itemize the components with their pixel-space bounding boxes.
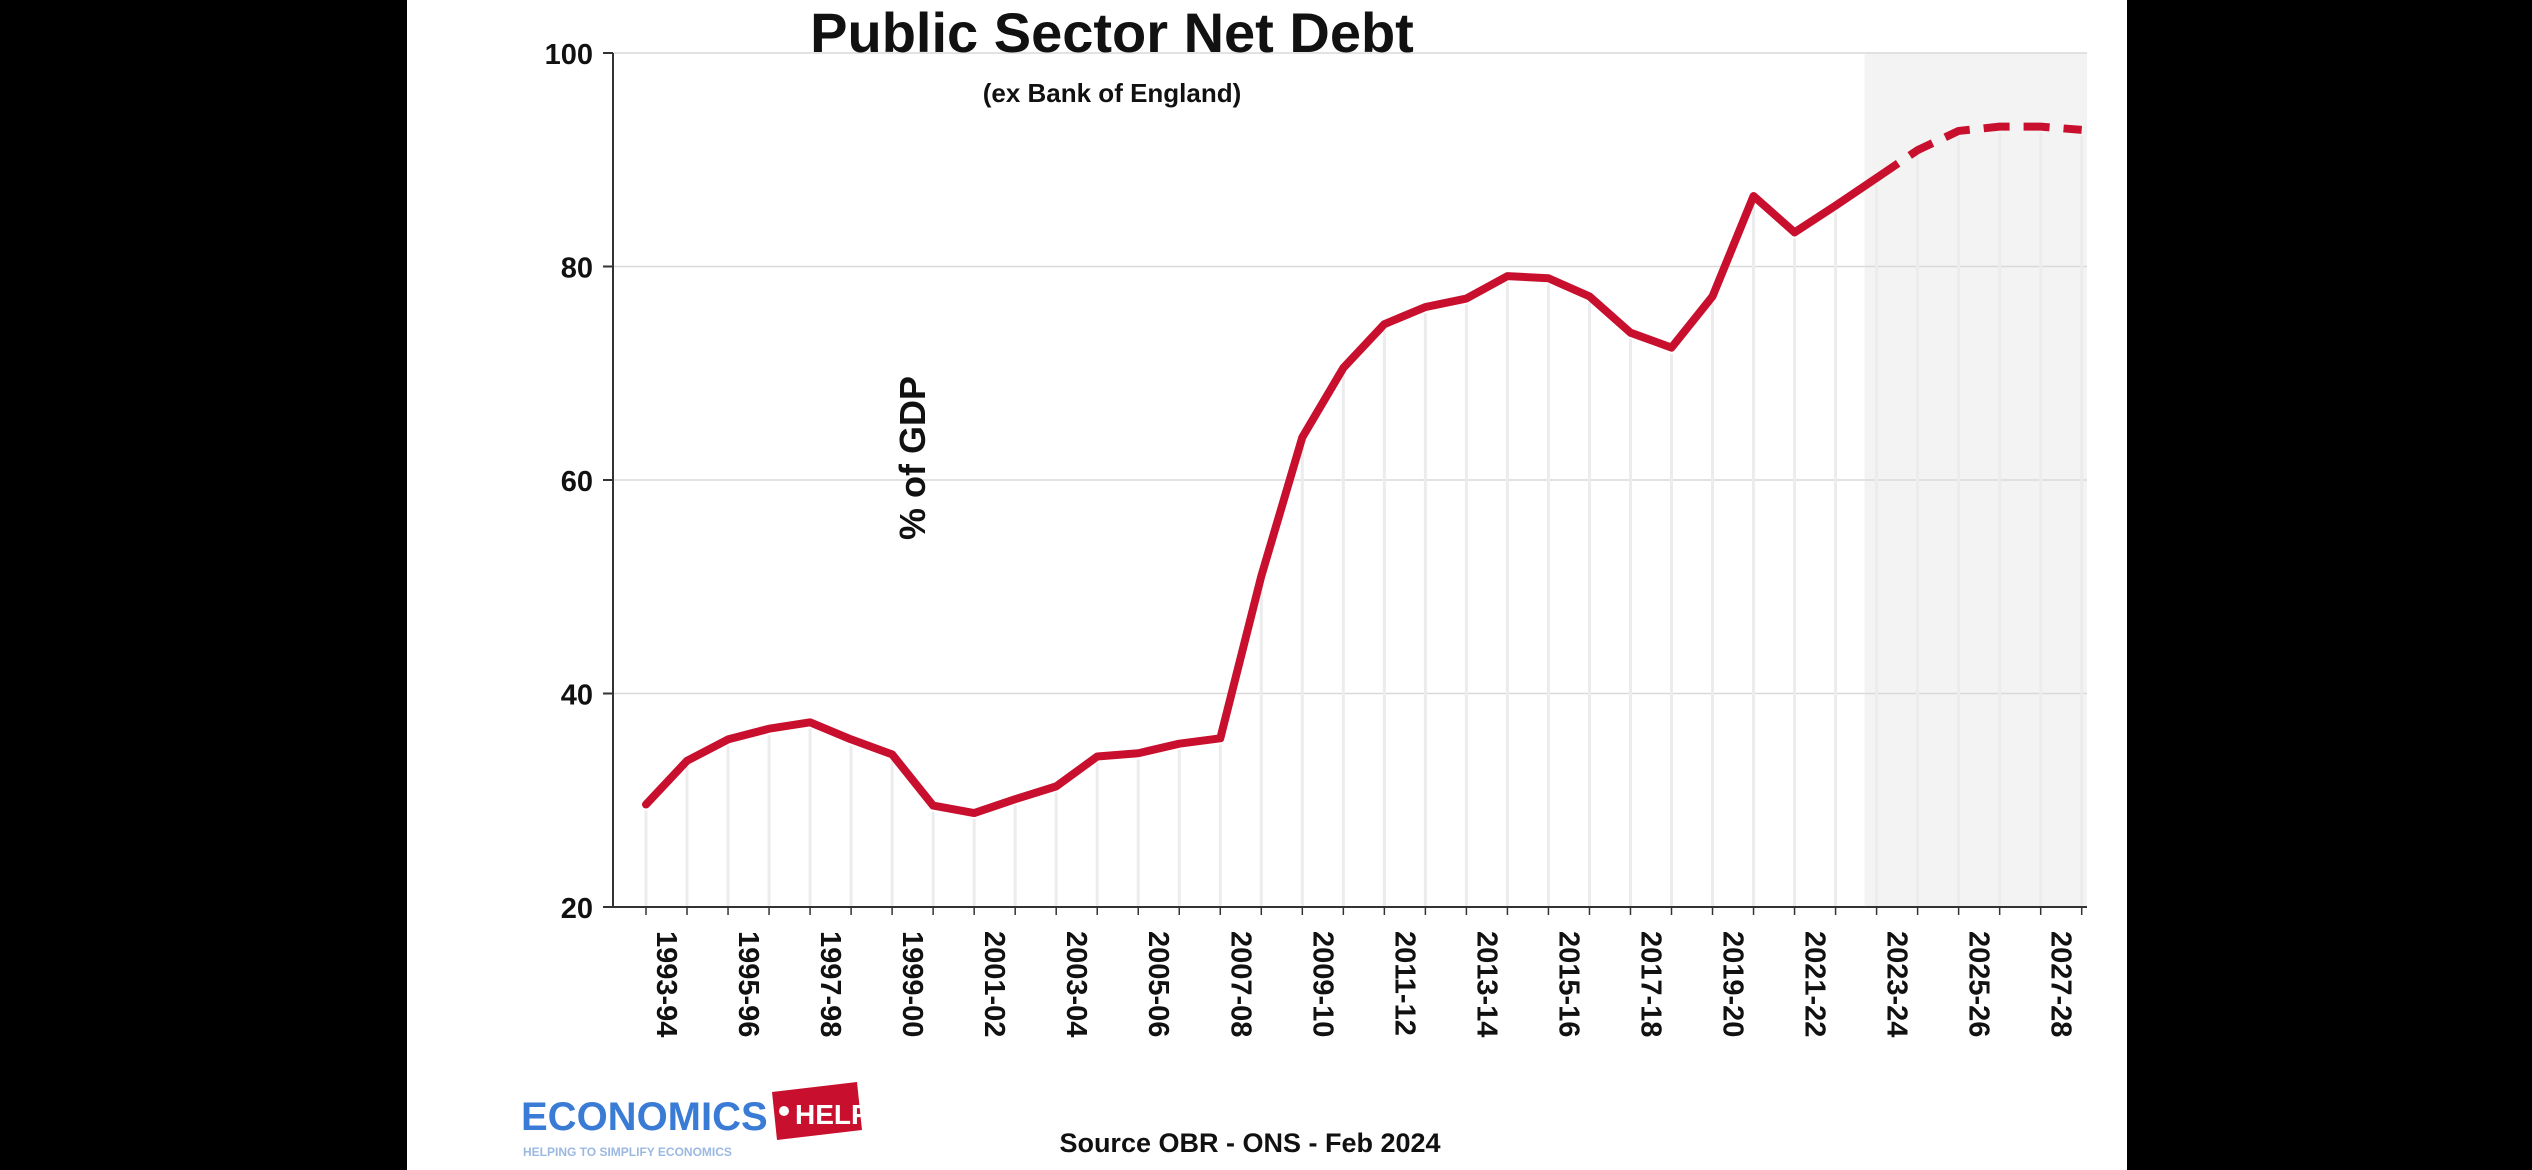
x-tick-label-2003-04: 2003-04 <box>1060 931 1092 1037</box>
chart-subtitle: (ex Bank of England) <box>983 78 1242 108</box>
x-tick-label-2025-26: 2025-26 <box>1963 931 1995 1037</box>
economics-help-logo: ECONOMICS HELP HELPING TO SIMPLIFY ECONO… <box>521 1082 870 1159</box>
x-tick-label-1995-96: 1995-96 <box>732 931 764 1037</box>
x-tick-label-2027-28: 2027-28 <box>2045 931 2077 1037</box>
x-tick-label-2011-12: 2011-12 <box>1388 931 1420 1036</box>
grid <box>613 52 2087 695</box>
x-tick-label-2009-10: 2009-10 <box>1306 931 1338 1037</box>
logo-tagline: HELPING TO SIMPLIFY ECONOMICS <box>523 1145 732 1159</box>
x-tick-label-2021-22: 2021-22 <box>1799 931 1831 1037</box>
y-axis-label: % of GDP <box>892 376 933 540</box>
source-note: Source OBR - ONS - Feb 2024 <box>1059 1128 1440 1158</box>
x-tick-label-2005-06: 2005-06 <box>1142 931 1174 1037</box>
x-tick-label-1999-00: 1999-00 <box>896 931 928 1037</box>
chart-panel: 20 40 60 80 100 1993-94 1995-96 1997-98 1999-00… <box>407 0 2127 1170</box>
series-line-forecast-0 <box>1874 122 2083 182</box>
y-tick-label-20: 20 <box>561 893 593 925</box>
y-tick-label-40: 40 <box>561 680 593 712</box>
y-tick-label-100: 100 <box>545 39 593 71</box>
x-tick-label-1993-94: 1993-94 <box>650 931 682 1037</box>
line-chart: 20 40 60 80 100 1993-94 1995-96 1997-98 1999-00… <box>521 1 2087 1159</box>
logo-tag-shape <box>772 1082 862 1140</box>
y-tick-label-80: 80 <box>561 253 593 285</box>
vertical-guides <box>644 132 2084 907</box>
logo-tag: HELP <box>772 1082 870 1140</box>
x-tick-label-2015-16: 2015-16 <box>1552 931 1584 1037</box>
x-tick-label-2007-08: 2007-08 <box>1224 931 1256 1037</box>
x-tick-label-2013-14: 2013-14 <box>1470 931 1502 1037</box>
x-tick-label-2023-24: 2023-24 <box>1881 931 1913 1037</box>
x-tick-label-1997-98: 1997-98 <box>814 931 846 1037</box>
x-tick-label-2019-20: 2019-20 <box>1717 931 1749 1037</box>
y-tick-label-60: 60 <box>561 466 593 498</box>
x-tick-label-2001-02: 2001-02 <box>978 931 1010 1037</box>
x-tick-label-2017-18: 2017-18 <box>1634 931 1666 1037</box>
x-axis-ticks: 1993-94 1995-96 1997-98 1999-00 2001-02 2003-… <box>645 907 2083 1037</box>
logo-name: ECONOMICS <box>521 1095 768 1139</box>
y-axis-ticks: 20 40 60 80 100 <box>545 39 613 925</box>
chart-title: Public Sector Net Debt <box>810 1 1414 64</box>
logo-tag-hole-icon <box>779 1106 789 1116</box>
logo-tag-text: HELP <box>795 1099 870 1130</box>
series <box>642 122 2083 818</box>
